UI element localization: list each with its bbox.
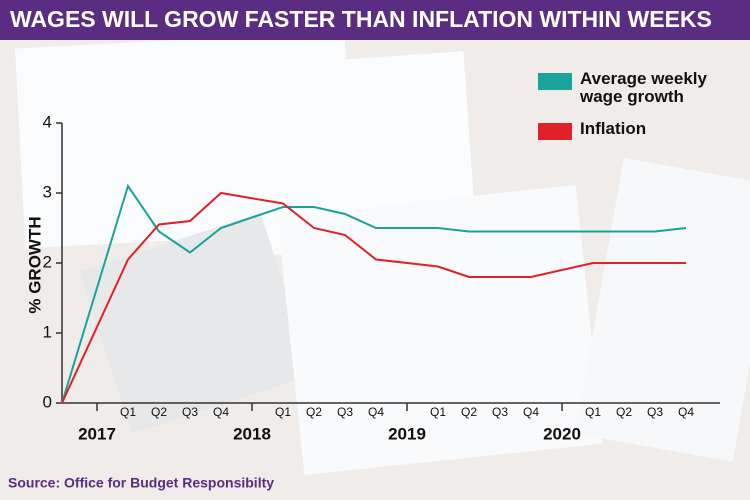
x-tick-label: Q3 [337,405,353,419]
year-label: 2017 [78,424,116,443]
x-tick-label: Q2 [616,405,632,419]
x-tick-label: Q2 [306,405,322,419]
y-tick-label: 2 [43,252,52,271]
y-tick-label: 4 [43,112,52,131]
x-tick-label: Q4 [213,405,229,419]
y-tick-label: 0 [43,392,52,411]
year-label: 2018 [233,424,271,443]
x-tick-label: Q1 [585,405,601,419]
year-label: 2020 [543,424,581,443]
legend-swatch [538,123,572,140]
series-line [61,183,687,404]
x-tick-label: Q4 [523,405,539,419]
x-tick-label: Q1 [120,405,136,419]
title-bar [0,0,750,40]
x-tick-label: Q3 [492,405,508,419]
legend-entry: Inflation [580,120,647,138]
x-tick-label: Q3 [647,405,663,419]
x-tick-label: Q2 [151,405,167,419]
x-tick-label: Q4 [368,405,384,419]
y-tick-label: 1 [43,322,52,341]
x-tick-label: Q1 [275,405,291,419]
legend-swatch [538,73,572,90]
series-line [61,191,686,404]
year-label: 2019 [388,424,426,443]
source: Source: Office for Budget Responsibilty [8,475,274,491]
x-tick-label: Q1 [430,405,446,419]
legend-label: Inflation [580,120,647,138]
y-tick-label: 3 [43,182,52,201]
chart-title: WAGES WILL GROW FASTER THAN INFLATION WI… [10,6,712,32]
legend-label: Average weekly wage growth [580,70,707,106]
x-tick-label: Q4 [678,405,694,419]
y-axis-label: % GROWTH [25,216,44,313]
x-tick-label: Q2 [461,405,477,419]
x-tick-label: Q3 [182,405,198,419]
legend-entry: Average weekly wage growth [580,70,707,106]
